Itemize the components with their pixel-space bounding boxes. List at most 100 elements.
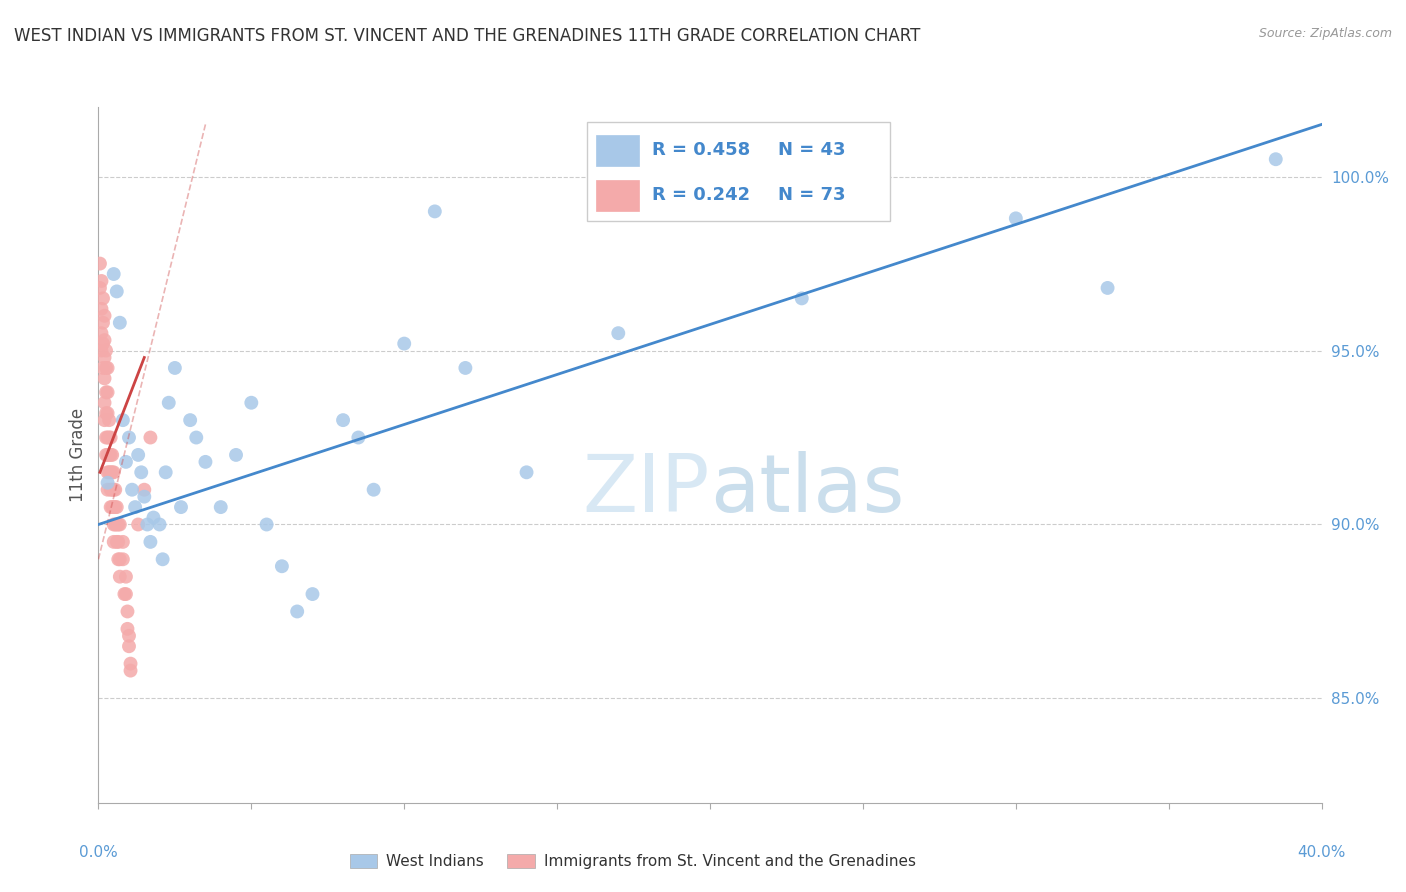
- Point: [285, 605, 308, 619]
- Point: [103, 535, 125, 549]
- Point: [104, 483, 127, 497]
- Point: [97, 361, 120, 376]
- Point: [186, 431, 208, 445]
- Point: [91, 361, 114, 376]
- Point: [94, 406, 117, 420]
- Point: [120, 657, 142, 671]
- Point: [163, 361, 186, 376]
- Point: [209, 500, 232, 515]
- Point: [105, 535, 128, 549]
- Point: [103, 500, 125, 515]
- Point: [108, 570, 131, 584]
- Point: [89, 257, 111, 271]
- Point: [94, 385, 117, 400]
- Point: [91, 292, 114, 306]
- Point: [136, 517, 159, 532]
- Point: [107, 535, 129, 549]
- Point: [91, 336, 114, 351]
- Point: [118, 431, 141, 445]
- Point: [94, 361, 117, 376]
- Text: Source: ZipAtlas.com: Source: ZipAtlas.com: [1258, 27, 1392, 40]
- Point: [134, 490, 156, 504]
- Point: [94, 431, 117, 445]
- Point: [90, 326, 112, 341]
- Point: [97, 483, 120, 497]
- Point: [256, 517, 278, 532]
- Text: 40.0%: 40.0%: [1298, 845, 1346, 860]
- Point: [142, 510, 165, 524]
- Text: atlas: atlas: [710, 450, 904, 529]
- Point: [111, 535, 134, 549]
- Point: [108, 552, 131, 566]
- Point: [103, 517, 125, 532]
- Point: [90, 343, 112, 358]
- Point: [93, 371, 115, 385]
- Point: [117, 605, 139, 619]
- Point: [98, 466, 121, 480]
- Point: [301, 587, 323, 601]
- Point: [104, 517, 127, 532]
- Point: [225, 448, 247, 462]
- Point: [240, 396, 263, 410]
- Point: [93, 396, 115, 410]
- Point: [111, 413, 134, 427]
- Point: [108, 316, 131, 330]
- Point: [1264, 153, 1286, 167]
- Point: [91, 316, 114, 330]
- Point: [93, 351, 115, 365]
- Point: [107, 517, 129, 532]
- Point: [97, 431, 120, 445]
- Point: [134, 483, 156, 497]
- Point: [332, 413, 354, 427]
- Point: [117, 622, 139, 636]
- Point: [118, 640, 141, 654]
- Point: [155, 466, 177, 480]
- Point: [94, 343, 117, 358]
- Point: [112, 587, 135, 601]
- Point: [423, 204, 446, 219]
- Point: [105, 285, 128, 299]
- Point: [157, 396, 180, 410]
- Point: [1097, 281, 1119, 295]
- Point: [516, 466, 538, 480]
- Text: N = 73: N = 73: [779, 186, 846, 204]
- Point: [97, 448, 120, 462]
- Point: [98, 413, 121, 427]
- Point: [100, 500, 122, 515]
- Point: [103, 483, 125, 497]
- Point: [1004, 211, 1026, 226]
- Point: [93, 333, 115, 347]
- Point: [127, 517, 149, 532]
- Point: [115, 570, 138, 584]
- Point: [100, 466, 122, 480]
- Point: [98, 448, 121, 462]
- Point: [139, 535, 162, 549]
- Point: [120, 664, 142, 678]
- Point: [97, 406, 120, 420]
- Bar: [596, 135, 640, 166]
- Point: [149, 517, 172, 532]
- Point: [347, 431, 370, 445]
- Point: [170, 500, 193, 515]
- Text: R = 0.458: R = 0.458: [651, 141, 749, 159]
- Point: [607, 326, 630, 341]
- Point: [115, 455, 138, 469]
- Point: [139, 431, 162, 445]
- Text: 0.0%: 0.0%: [79, 845, 118, 860]
- Point: [363, 483, 385, 497]
- Point: [97, 475, 120, 490]
- Point: [90, 301, 112, 316]
- Text: WEST INDIAN VS IMMIGRANTS FROM ST. VINCENT AND THE GRENADINES 11TH GRADE CORRELA: WEST INDIAN VS IMMIGRANTS FROM ST. VINCE…: [14, 27, 921, 45]
- Point: [121, 483, 143, 497]
- Point: [115, 587, 138, 601]
- Point: [97, 385, 120, 400]
- Point: [97, 466, 120, 480]
- Point: [93, 309, 115, 323]
- Point: [89, 281, 111, 295]
- Point: [127, 448, 149, 462]
- Point: [194, 455, 217, 469]
- Point: [101, 483, 124, 497]
- Y-axis label: 11th Grade: 11th Grade: [69, 408, 87, 502]
- Point: [100, 431, 122, 445]
- FancyBboxPatch shape: [586, 122, 890, 221]
